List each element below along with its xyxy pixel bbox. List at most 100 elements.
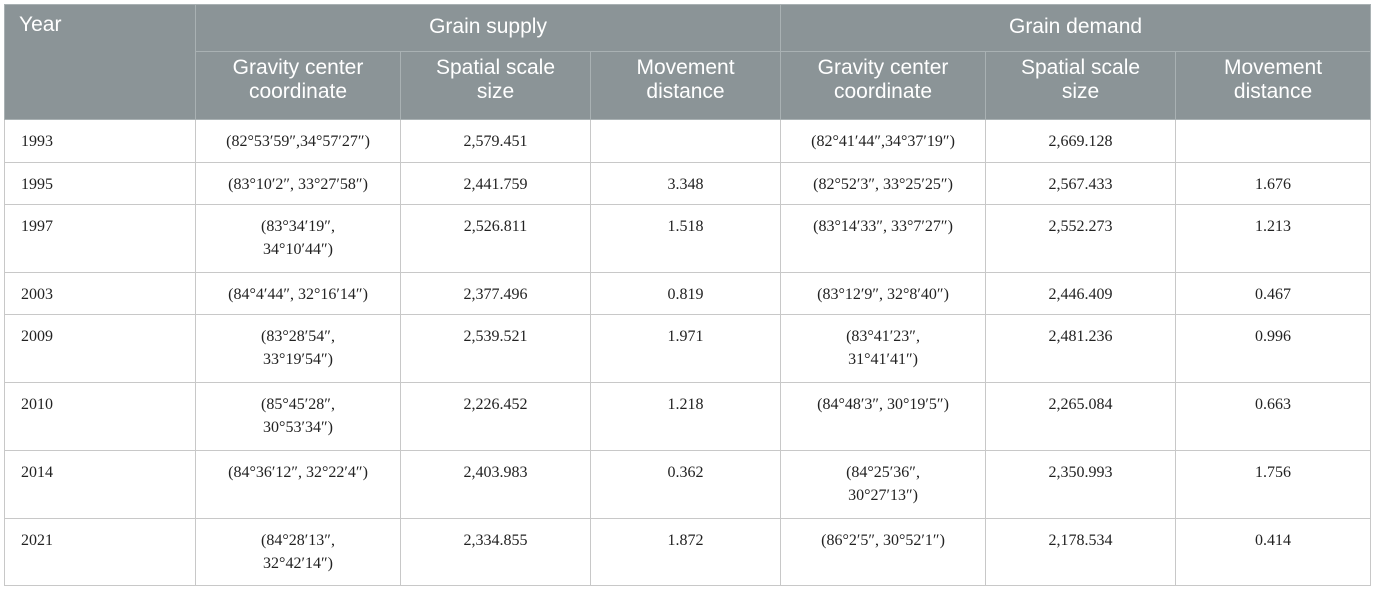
data-row: 1997 (83°34′19″, 34°10′44″) 2,526.811 1.518 (… xyxy=(4,204,1372,273)
data-cell: 2,350.993 xyxy=(985,450,1177,519)
data-cell: (83°12′9″, 32°8′40″) xyxy=(780,272,987,315)
data-cell: 2,526.811 xyxy=(400,204,591,273)
text-line: (86°2′5″, 30°52′1″) xyxy=(821,532,945,549)
text-line: (84°4′44″, 32°16′14″) xyxy=(228,286,368,303)
data-cell: 1.213 xyxy=(1175,204,1372,273)
text-line: (82°41′44″,34°37′19″) xyxy=(811,133,955,150)
year-cell: 2010 xyxy=(4,382,196,451)
text-line: coordinate xyxy=(833,80,933,103)
year-cell: 2003 xyxy=(4,272,196,315)
group-header: Grain supply xyxy=(194,4,782,52)
header-row: Year Grain supply Grain demand xyxy=(4,4,1372,120)
data-cell: 2,403.983 xyxy=(400,450,591,519)
data-cell xyxy=(1175,119,1372,163)
data-cell: 0.414 xyxy=(1175,518,1372,586)
column-header: Movement distance xyxy=(589,51,782,120)
data-cell: (83°10′2″, 33°27′58″) xyxy=(195,162,401,205)
text-line: 34°10′44″) xyxy=(263,241,333,258)
data-cell: 1.218 xyxy=(589,382,782,451)
text-line: (83°34′19″, xyxy=(261,218,335,235)
text-line: (83°41′23″, xyxy=(846,328,920,345)
text-line: (84°25′36″, xyxy=(846,464,920,481)
text-line: Gravity center xyxy=(817,56,949,79)
data-cell: 1.676 xyxy=(1175,162,1372,205)
data-cell: 2,539.521 xyxy=(400,314,591,383)
text-line: (84°36′12″, 32°22′4″) xyxy=(228,464,368,481)
data-cell: (83°41′23″, 31°41′41″) xyxy=(780,314,987,383)
data-row: 2009 (83°28′54″, 33°19′54″) 2,539.521 1.971(… xyxy=(4,314,1372,383)
data-cell: 2,441.759 xyxy=(400,162,591,205)
text-line: Spatial scale xyxy=(435,56,556,79)
year-cell: 2009 xyxy=(4,314,196,383)
group-header: Grain demand xyxy=(780,4,1372,52)
data-row: 2021 (84°28′13″, 32°42′14″) 2,334.855 1.872 (… xyxy=(4,518,1372,586)
data-cell: 2,446.409 xyxy=(985,272,1177,315)
data-cell: (84°4′44″, 32°16′14″) xyxy=(195,272,401,315)
data-cell: (82°52′3″, 33°25′25″) xyxy=(780,162,987,205)
data-cell: 2,552.273 xyxy=(985,204,1177,273)
table-header: Year Grain supply Grain demand Gravity cent… xyxy=(4,4,1372,120)
year-cell: 2014 xyxy=(4,450,196,519)
table-container: Year Grain supply Grain demand Gravity cent… xyxy=(4,4,1372,586)
text-line: (83°28′54″, xyxy=(261,328,335,345)
text-line: Movement xyxy=(1224,56,1323,79)
data-cell: (84°36′12″, 32°22′4″) xyxy=(195,450,401,519)
text-line: (83°12′9″, 32°8′40″) xyxy=(817,286,949,303)
data-cell: (83°14′33″, 33°7′27″) xyxy=(780,204,987,273)
data-cell: (84°48′3″, 30°19′5″) xyxy=(780,382,987,451)
year-cell: 2021 xyxy=(4,518,196,586)
data-cell: (83°34′19″, 34°10′44″) xyxy=(195,204,401,273)
header-row: Gravity center coordinate Spatial scale siz… xyxy=(5,51,1372,120)
column-header: Spatial scale size xyxy=(985,51,1177,120)
data-cell: 1.756 xyxy=(1175,450,1372,519)
year-header: Year xyxy=(4,4,196,120)
data-cell: 2,226.452 xyxy=(400,382,591,451)
data-cell: 2,334.855 xyxy=(400,518,591,586)
text-line: size xyxy=(1061,80,1100,103)
data-cell: 2,579.451 xyxy=(400,119,591,163)
data-cell: 2,265.084 xyxy=(985,382,1177,451)
data-cell: (82°53′59″,34°57′27″) xyxy=(195,119,401,163)
text-line: size xyxy=(476,80,515,103)
column-header: Movement distance xyxy=(1175,51,1372,120)
data-cell: 2,669.128 xyxy=(985,119,1177,163)
text-line: distance xyxy=(1233,80,1313,103)
data-cell: 2,377.496 xyxy=(400,272,591,315)
data-cell: (84°28′13″, 32°42′14″) xyxy=(195,518,401,586)
data-cell: (83°28′54″, 33°19′54″) xyxy=(195,314,401,383)
data-cell: 0.663 xyxy=(1175,382,1372,451)
table: Year Grain supply Grain demand Gravity cent… xyxy=(4,4,1372,586)
column-header: Gravity center coordinate xyxy=(195,51,401,120)
data-cell: 2,567.433 xyxy=(985,162,1177,205)
text-line: (84°48′3″, 30°19′5″) xyxy=(817,396,949,413)
data-cell: 1.872 xyxy=(589,518,782,586)
text-line: Movement xyxy=(636,56,735,79)
text-line: Gravity center xyxy=(232,56,364,79)
data-cell: 0.362 xyxy=(589,450,782,519)
text-line: (83°10′2″, 33°27′58″) xyxy=(228,176,368,193)
data-cell: 2,481.236 xyxy=(985,314,1177,383)
text-line: 33°19′54″) xyxy=(263,351,333,368)
data-row: 1995 (83°10′2″, 33°27′58″) 2,441.759 3.348 (… xyxy=(4,162,1372,205)
year-cell: 1993 xyxy=(4,119,196,163)
data-cell: (82°41′44″,34°37′19″) xyxy=(780,119,987,163)
text-line: 30°53′34″) xyxy=(263,419,333,436)
text-line: (83°14′33″, 33°7′27″) xyxy=(813,218,953,235)
data-cell: 0.819 xyxy=(589,272,782,315)
column-header: Spatial scale size xyxy=(400,51,591,120)
text-line: (82°53′59″,34°57′27″) xyxy=(226,133,370,150)
text-line: coordinate xyxy=(248,80,348,103)
text-line: 30°27′13″) xyxy=(848,487,918,504)
year-cell: 1995 xyxy=(4,162,196,205)
year-cell: 1997 xyxy=(4,204,196,273)
data-cell: 0.996 xyxy=(1175,314,1372,383)
text-line: Spatial scale xyxy=(1020,56,1141,79)
column-header: Gravity center coordinate xyxy=(780,51,987,120)
text-line: 32°42′14″) xyxy=(263,555,333,572)
data-cell: (84°25′36″, 30°27′13″) xyxy=(780,450,987,519)
text-line: distance xyxy=(646,80,725,103)
data-cell xyxy=(589,119,782,163)
data-row: 2003 (84°4′44″, 32°16′14″) 2,377.496 0.819 (… xyxy=(4,272,1372,315)
text-line: 31°41′41″) xyxy=(848,351,918,368)
